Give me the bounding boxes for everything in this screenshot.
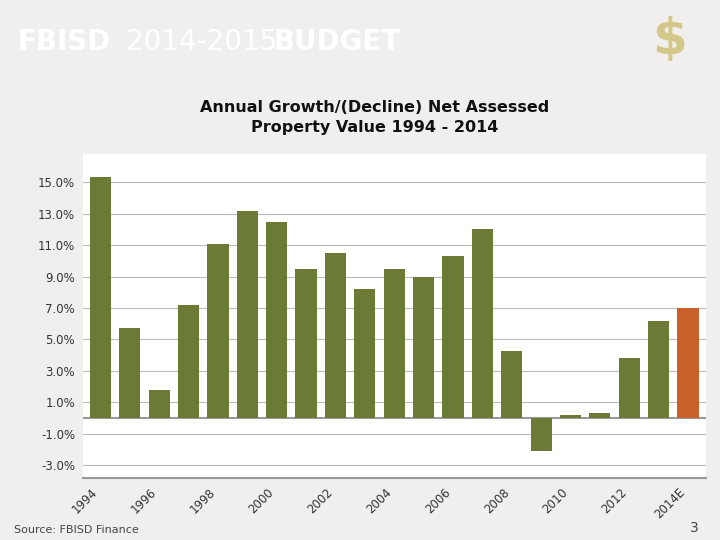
Bar — [354, 289, 375, 418]
Bar — [442, 256, 464, 418]
Bar — [531, 418, 552, 451]
Bar — [589, 414, 611, 418]
Bar — [148, 390, 170, 418]
Bar — [90, 178, 111, 418]
Text: $: $ — [652, 16, 687, 64]
Text: 3: 3 — [690, 521, 698, 535]
Bar — [178, 305, 199, 418]
Text: BUDGET: BUDGET — [274, 28, 401, 56]
Text: Annual Growth/(Decline) Net Assessed
Property Value 1994 - 2014: Annual Growth/(Decline) Net Assessed Pro… — [199, 100, 549, 134]
Text: Source: FBISD Finance: Source: FBISD Finance — [14, 524, 139, 535]
Bar — [120, 328, 140, 418]
Bar — [501, 350, 522, 418]
Bar — [384, 269, 405, 418]
Bar — [560, 415, 581, 418]
Bar — [237, 211, 258, 418]
Bar — [678, 308, 698, 418]
Bar — [207, 244, 228, 418]
Bar — [472, 230, 493, 418]
Bar — [413, 276, 434, 418]
Bar — [648, 321, 669, 418]
Bar — [618, 359, 640, 418]
Bar — [325, 253, 346, 418]
Text: 2014-2015: 2014-2015 — [126, 28, 277, 56]
Bar — [295, 269, 317, 418]
Text: FBISD: FBISD — [18, 28, 112, 56]
Bar — [266, 221, 287, 418]
